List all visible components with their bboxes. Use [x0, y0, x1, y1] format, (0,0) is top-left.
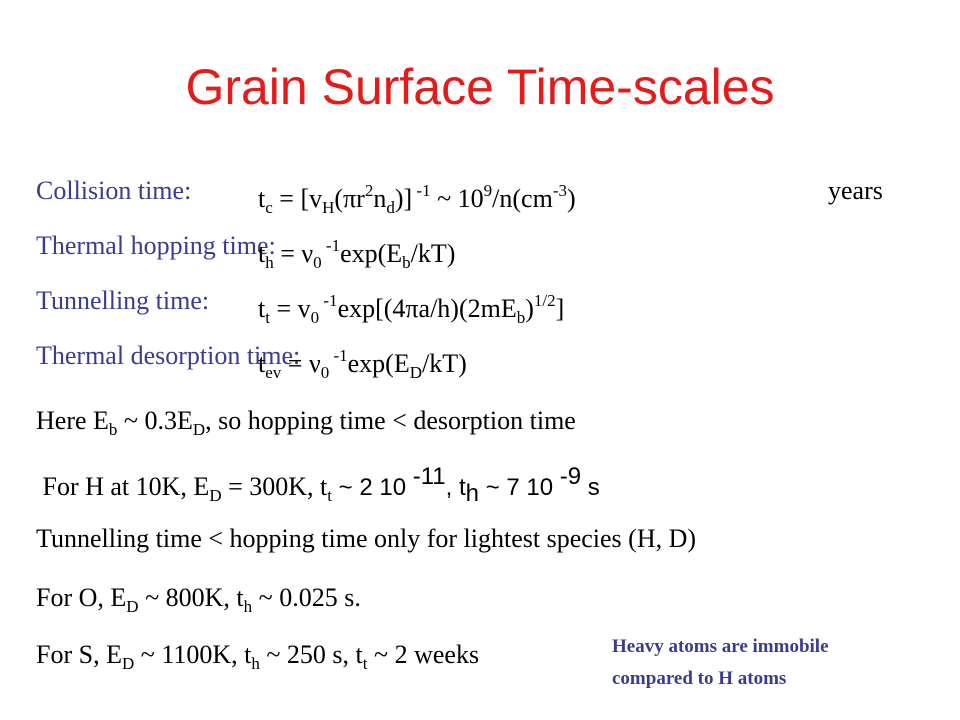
- text-run: d: [386, 198, 395, 217]
- text-run: 2: [364, 181, 374, 200]
- text-run: = [v: [272, 184, 323, 213]
- text-run: ): [525, 294, 534, 323]
- text-run: ]: [555, 294, 565, 323]
- formula: th = ν0 -1exp(Eb/kT): [258, 231, 455, 278]
- text-run: ~ 0.3E: [117, 406, 193, 435]
- text-run: Here E: [36, 406, 109, 435]
- text-run: -9: [553, 463, 582, 490]
- text-run: ev: [265, 363, 282, 382]
- text-run: -11: [406, 463, 446, 490]
- text-run: = ν: [281, 349, 321, 378]
- text-run: -1: [412, 181, 431, 200]
- text-run: /kT): [422, 349, 467, 378]
- text-run: D: [409, 363, 422, 382]
- text-run: , so hopping time < desorption time: [205, 406, 576, 435]
- text-run: t: [258, 349, 266, 378]
- text-run: h: [265, 253, 274, 272]
- text-run: ~ 2 10: [332, 474, 407, 501]
- formula: tt = v0 -1exp[(4πa/h)(2mEb)1/2]: [258, 286, 564, 333]
- text-run: For O, E: [36, 583, 127, 612]
- note-line: For H at 10K, ED = 300K, tt ~ 2 10 -11, …: [36, 462, 600, 511]
- text-run: -1: [329, 346, 348, 365]
- text-run: For H at 10K, E: [36, 472, 210, 501]
- text-run: exp[(4πa/h)(2mE: [337, 294, 517, 323]
- text-run: ~ 0.025 s.: [252, 583, 361, 612]
- text-run: h: [243, 597, 253, 616]
- text-run: t: [265, 308, 270, 327]
- text-run: 1/2: [533, 291, 556, 310]
- text-run: b: [108, 420, 118, 439]
- text-run: ~ 7 10: [479, 474, 554, 501]
- definition-label: Thermal hopping time:: [36, 231, 276, 260]
- text-run: b: [402, 253, 411, 272]
- text-run: s: [581, 474, 600, 501]
- text-run: D: [126, 597, 139, 616]
- text-run: = ν: [273, 239, 314, 268]
- text-run: = 300K, t: [221, 472, 328, 501]
- slide-title: Grain Surface Time-scales: [185, 59, 775, 115]
- text-run: -3: [552, 181, 567, 200]
- definition-label: Collision time:: [36, 176, 192, 205]
- text-run: )]: [394, 184, 413, 213]
- note-line: Here Eb ~ 0.3ED, so hopping time < desor…: [36, 406, 576, 445]
- text-run: , t: [445, 474, 466, 501]
- text-run: -1: [321, 236, 341, 255]
- definition-label: Thermal desorption time:: [36, 341, 301, 370]
- text-run: exp(E: [347, 349, 410, 378]
- text-run: Tunnelling time < hopping time only for …: [36, 524, 697, 553]
- text-run: 0: [310, 308, 320, 327]
- text-run: /n(cm: [492, 184, 553, 213]
- text-run: ~ 10: [430, 184, 484, 213]
- text-run: h: [465, 480, 480, 507]
- note-line: Tunnelling time < hopping time only for …: [36, 524, 696, 554]
- text-run: ): [567, 184, 576, 213]
- text-run: c: [265, 198, 273, 217]
- definition-label: Tunnelling time:: [36, 286, 210, 315]
- text-run: /kT): [410, 239, 456, 268]
- text-run: (πr: [334, 184, 365, 213]
- text-run: = v: [269, 294, 311, 323]
- text-run: D: [192, 420, 206, 439]
- text-run: 0: [320, 363, 330, 382]
- text-run: 0: [313, 253, 322, 272]
- formula: tc = [vH(πr2nd)] -1 ~ 109/n(cm-3): [258, 176, 576, 223]
- text-run: ~ 250 s, t: [259, 640, 363, 669]
- text-run: H: [322, 198, 335, 217]
- note-line: For S, ED ~ 1100K, th ~ 250 s, tt ~ 2 we…: [36, 640, 479, 679]
- text-run: exp(E: [340, 239, 403, 268]
- formula: tev = ν0 -1exp(ED/kT): [258, 341, 467, 388]
- text-run: t: [258, 184, 266, 213]
- text-run: ~ 2 weeks: [367, 640, 480, 669]
- callout-text: Heavy atoms are immobile: [612, 636, 829, 657]
- text-run: 9: [483, 181, 493, 200]
- text-run: n: [373, 184, 387, 213]
- text-run: t: [327, 486, 333, 505]
- text-run: For S, E: [36, 640, 122, 669]
- callout-text: compared to H atoms: [612, 668, 787, 689]
- note-line: For O, ED ~ 800K, th ~ 0.025 s.: [36, 583, 361, 622]
- text-run: ~ 800K, t: [138, 583, 244, 612]
- text-run: ~ 1100K, t: [134, 640, 252, 669]
- text-run: D: [209, 486, 222, 505]
- text-run: -1: [319, 291, 338, 310]
- text-run: D: [121, 654, 135, 673]
- text-run: b: [516, 308, 526, 327]
- text-run: t: [362, 654, 368, 673]
- text-run: t: [258, 239, 266, 268]
- unit: years: [828, 176, 883, 205]
- text-run: h: [251, 654, 260, 673]
- text-run: t: [258, 294, 266, 323]
